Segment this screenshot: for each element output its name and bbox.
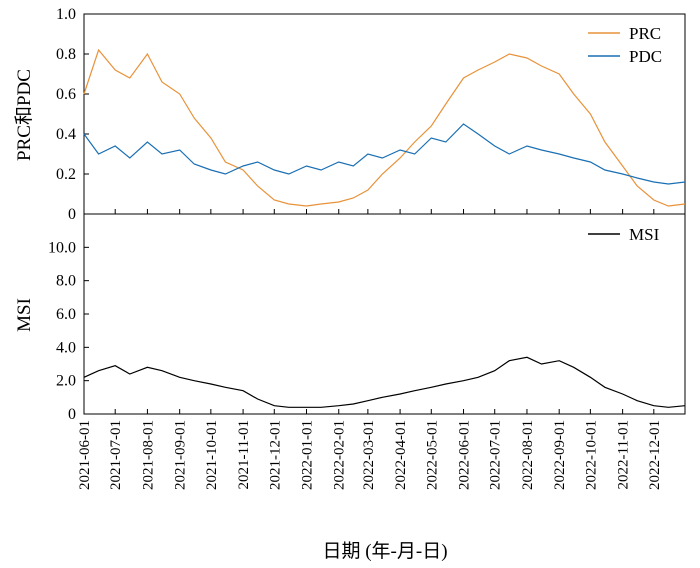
top-y-tick-label: 1.0 xyxy=(56,6,76,23)
bottom-y-tick-label: 4.0 xyxy=(56,339,76,356)
bottom-panel-frame xyxy=(83,213,686,415)
bottom-series-line-msi xyxy=(83,356,686,408)
top-y-tick-label: 0.2 xyxy=(56,166,76,183)
bottom-y-tick-label: 6.0 xyxy=(56,306,76,323)
legend-label-msi: MSI xyxy=(629,225,660,244)
bottom-panel-y-axis-title: MSI xyxy=(14,298,35,332)
bottom-y-tick-label: 2.0 xyxy=(56,373,76,390)
x-tick-label: 2022-06-01 xyxy=(457,420,473,490)
x-tick-label: 2022-01-01 xyxy=(300,420,316,490)
x-tick-label: 2022-03-01 xyxy=(361,420,377,490)
top-y-tick-label: 0.4 xyxy=(56,126,76,143)
x-tick-label: 2021-12-01 xyxy=(267,420,283,490)
x-tick-label: 2022-05-01 xyxy=(424,420,440,490)
legend-label-pdc: PDC xyxy=(629,47,662,66)
top-y-tick-label: 0.6 xyxy=(56,86,76,103)
bottom-y-tick-label: 10.0 xyxy=(48,239,76,256)
x-tick-label: 2021-09-01 xyxy=(173,420,189,490)
x-axis-title: 日期 (年-月-日) xyxy=(322,540,447,562)
x-tick-label: 2022-10-01 xyxy=(583,420,599,490)
top-panel-frame xyxy=(83,13,686,215)
chart-marks: 0 0.2 0.4 0.6 0.8 1.0 0 2.0 4.0 6.0 8.0 10.0 2021-06… xyxy=(48,6,686,490)
top-panel-y-axis-title: PRC和PDC xyxy=(13,69,35,161)
x-tick-label: 2021-07-01 xyxy=(108,420,124,490)
bottom-y-tick-label: 0 xyxy=(68,406,76,423)
top-series-line-prc xyxy=(83,48,686,207)
x-tick-label: 2022-07-01 xyxy=(488,420,504,490)
legend-label-prc: PRC xyxy=(629,24,661,43)
bottom-y-tick-label: 8.0 xyxy=(56,273,76,290)
x-tick-label: 2021-06-01 xyxy=(77,420,93,490)
x-tick-label: 2022-09-01 xyxy=(552,420,568,490)
x-tick-label: 2022-11-01 xyxy=(616,420,632,489)
x-tick-label: 2021-11-01 xyxy=(236,420,252,489)
x-tick-label: 2021-10-01 xyxy=(204,420,220,490)
top-y-tick-label: 0.8 xyxy=(56,46,76,63)
x-tick-label: 2022-08-01 xyxy=(520,420,536,490)
x-tick-label: 2022-04-01 xyxy=(393,420,409,490)
x-tick-label: 2022-02-01 xyxy=(332,420,348,490)
top-y-tick-label: 0 xyxy=(68,206,76,223)
top-series-line-pdc xyxy=(83,123,686,185)
x-tick-label: 2021-08-01 xyxy=(140,420,156,490)
x-tick-label: 2022-12-01 xyxy=(647,420,663,490)
